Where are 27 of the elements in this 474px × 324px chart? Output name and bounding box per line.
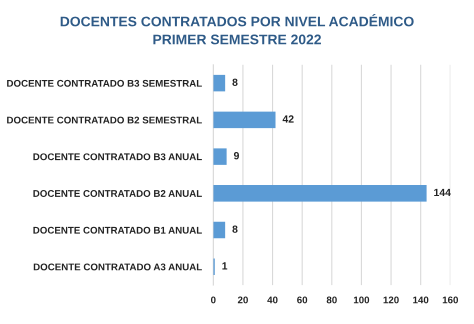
x-tick-label: 120 (384, 296, 399, 304)
y-tick-label: DOCENTE CONTRATADO B1 ANUAL (33, 226, 202, 234)
x-tick-label: 40 (267, 296, 278, 304)
x-tick-label: 0 (210, 296, 216, 304)
x-tick-label: 100 (354, 296, 370, 304)
bar (213, 185, 427, 202)
y-tick-label: DOCENTE CONTRATADO B2 ANUAL (33, 190, 202, 197)
data-label: 42 (282, 115, 294, 123)
y-tick-label: DOCENTE CONTRATADO B3 SEMESTRAL (7, 80, 202, 87)
data-label: 9 (234, 152, 239, 160)
x-tick-label: 60 (297, 296, 308, 304)
data-label: 144 (434, 188, 451, 196)
x-tick-label: 140 (413, 296, 428, 304)
data-label: 8 (232, 78, 238, 86)
y-tick-label: DOCENTE CONTRATADO B3 ANUAL (33, 153, 202, 160)
bar (213, 112, 276, 128)
data-label: 1 (222, 262, 228, 270)
y-tick-label: DOCENTE CONTRATADO A3 ANUAL (34, 263, 202, 270)
x-tick-label: 160 (442, 296, 458, 304)
x-tick-label: 80 (326, 296, 337, 304)
bar (213, 74, 226, 92)
data-label: 8 (232, 225, 238, 233)
bar (213, 222, 226, 238)
bar (213, 148, 227, 165)
x-tick-label: 20 (238, 296, 248, 304)
chart-title: DOCENTES CONTRATADOS POR NIVEL ACADÉMICO PRIMER SEMESTRE 2022 (60, 14, 414, 44)
y-tick-label: DOCENTE CONTRATADO B2 SEMESTRAL (7, 116, 202, 124)
